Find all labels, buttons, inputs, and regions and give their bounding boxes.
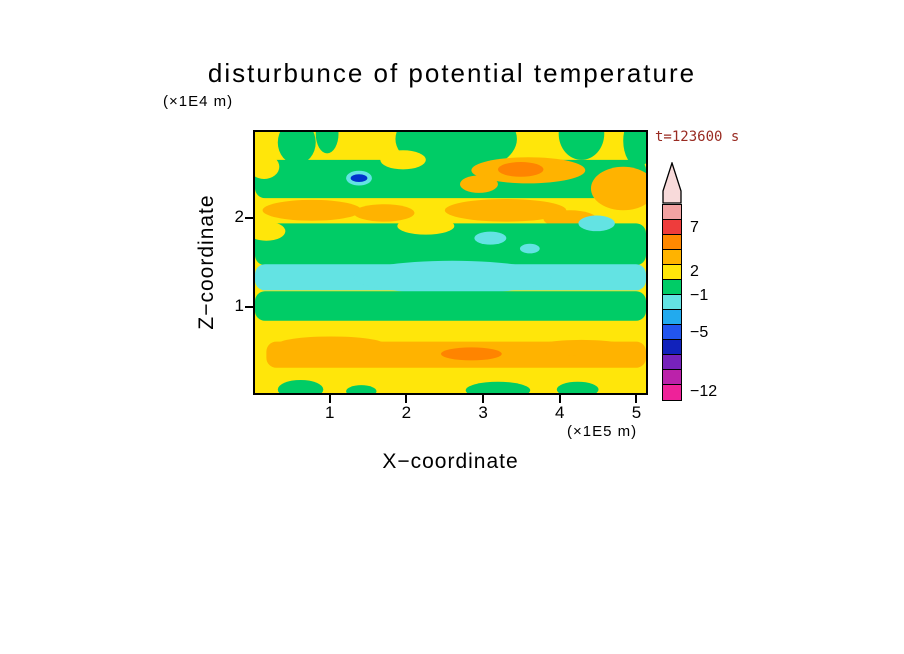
y-tick-mark xyxy=(245,305,253,308)
colorbar-segment xyxy=(663,220,681,235)
colorbar-segment xyxy=(663,205,681,220)
y-axis-title: Z−coordinate xyxy=(195,194,218,330)
contour-feature xyxy=(353,204,415,222)
colorbar-segment xyxy=(663,340,681,355)
colorbar-segment xyxy=(663,265,681,280)
contour-feature xyxy=(441,347,502,361)
contour-feature xyxy=(353,260,552,294)
colorbar-tick-label: −12 xyxy=(690,383,718,400)
contour-feature xyxy=(255,223,646,266)
x-tick-mark xyxy=(482,395,485,403)
x-axis-units-label: (×1E5 m) xyxy=(567,423,638,440)
y-tick-label: 2 xyxy=(234,207,244,227)
time-annotation: t=123600 s xyxy=(655,129,740,145)
x-tick-mark xyxy=(635,395,638,403)
colorbar-tick-label: −5 xyxy=(690,323,709,341)
contour-feature xyxy=(255,154,280,179)
contour-feature xyxy=(346,385,377,393)
colorbar-segment xyxy=(663,325,681,340)
contour-feature xyxy=(397,217,455,235)
contour-feature xyxy=(277,336,385,353)
contour-feature xyxy=(556,381,599,393)
colorbar-segment xyxy=(663,295,681,310)
contour-feature xyxy=(474,231,507,245)
chart-title: disturbunce of potential temperature xyxy=(207,58,697,88)
contour-feature xyxy=(558,132,605,160)
contour-feature xyxy=(578,215,615,232)
contour-feature xyxy=(532,339,631,356)
x-tick-label: 5 xyxy=(631,403,642,422)
contour-feature xyxy=(315,132,339,154)
x-axis-title: X−coordinate xyxy=(382,450,519,473)
x-tick-mark xyxy=(328,395,331,403)
contour-field xyxy=(255,132,646,393)
colorbar-segment xyxy=(663,370,681,385)
colorbar-segment xyxy=(663,385,681,400)
x-tick-label: 2 xyxy=(401,403,412,422)
y-tick-label: 1 xyxy=(234,295,244,315)
contour-feature xyxy=(255,159,646,199)
contour-feature xyxy=(380,150,426,170)
y-axis-units-label: (×1E4 m) xyxy=(163,93,234,110)
contour-feature xyxy=(590,166,646,211)
contour-feature xyxy=(444,198,567,222)
contour-feature xyxy=(465,381,531,393)
x-tick-label: 3 xyxy=(478,403,488,422)
contour-feature xyxy=(277,379,324,393)
contour-feature xyxy=(255,221,286,241)
x-tick-mark xyxy=(405,395,408,403)
colorbar-arrow-icon xyxy=(662,162,682,204)
colorbar-tick-label: 7 xyxy=(690,219,699,236)
x-tick-label: 4 xyxy=(555,403,565,422)
plot-area xyxy=(253,130,648,395)
contour-feature xyxy=(277,132,316,165)
contour-feature xyxy=(459,175,498,193)
contour-feature xyxy=(623,132,646,167)
contour-feature xyxy=(262,199,362,221)
colorbar-tick-label: −1 xyxy=(690,287,709,305)
colorbar-tick-label: 2 xyxy=(690,263,699,281)
colorbar-segment xyxy=(663,310,681,325)
colorbar: 7 2 −1 −5 −12 xyxy=(662,162,742,412)
contour-feature xyxy=(255,291,646,321)
x-tick-label: 1 xyxy=(324,403,335,422)
contour-feature xyxy=(519,243,540,254)
x-tick-mark xyxy=(558,395,561,403)
colorbar-labels: 7 2 −1 −5 −12 xyxy=(690,205,740,400)
contour-feature xyxy=(497,162,544,177)
y-tick-mark xyxy=(245,217,253,220)
contour-feature xyxy=(350,174,368,183)
colorbar-segment xyxy=(663,250,681,265)
colorbar-segment xyxy=(663,355,681,370)
colorbar-segment xyxy=(663,280,681,295)
colorbar-segment xyxy=(663,235,681,250)
colorbar-segments xyxy=(662,204,682,401)
